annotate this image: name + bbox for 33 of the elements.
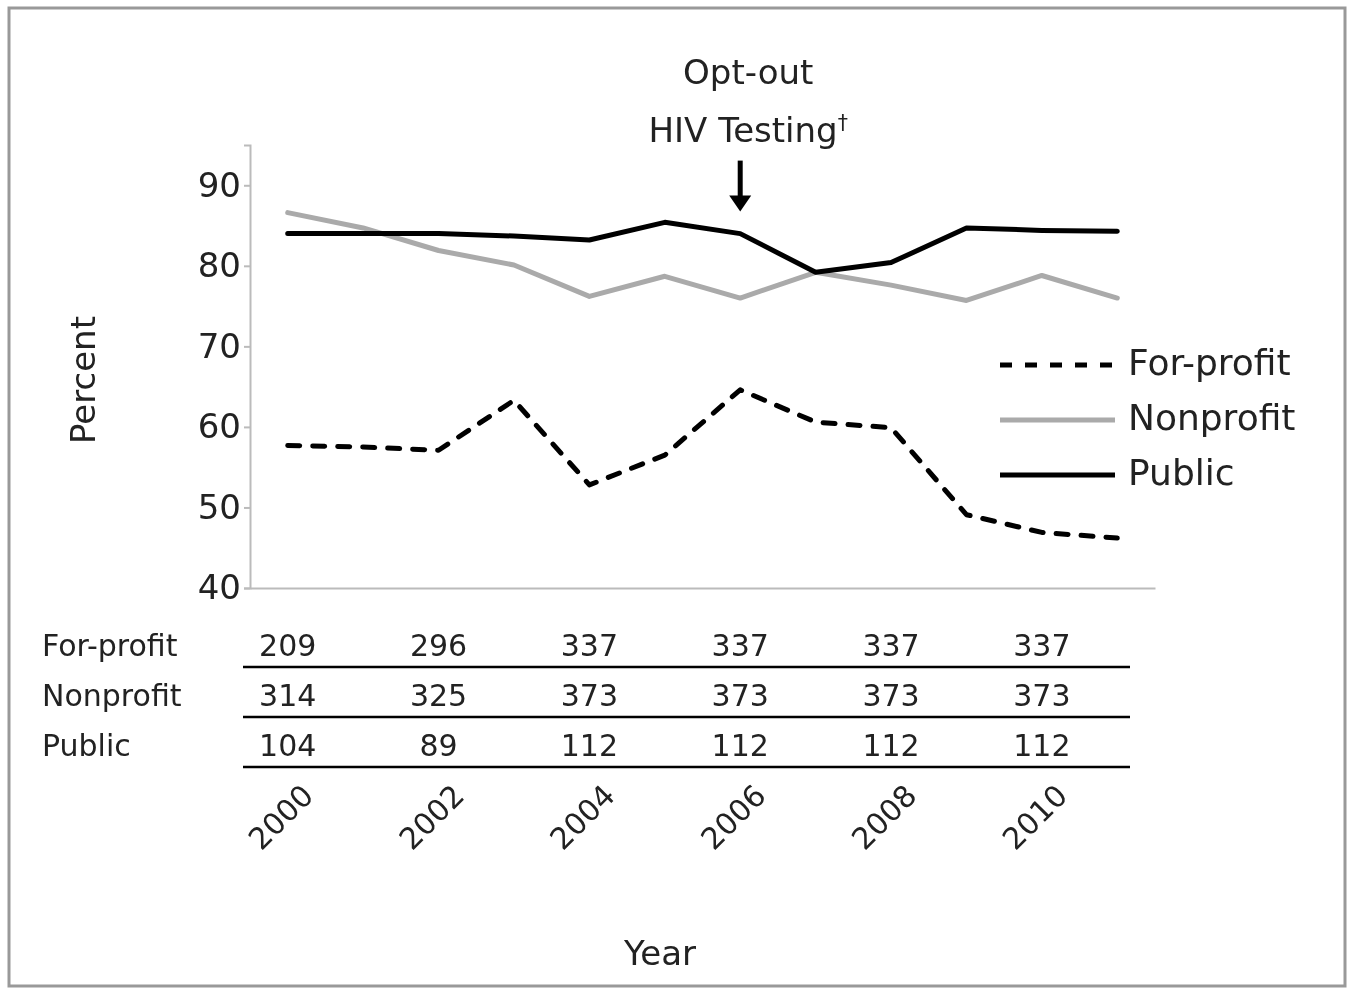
y-axis-title: Percent bbox=[62, 316, 103, 444]
legend-label: Nonprofit bbox=[1128, 397, 1296, 438]
text: 296 bbox=[409, 627, 468, 663]
text: Public bbox=[42, 727, 131, 763]
text: 89 bbox=[419, 727, 458, 763]
text: 337 bbox=[862, 627, 920, 663]
text: 325 bbox=[409, 677, 468, 713]
annotation: Opt-out HIV Testing$^{†}$ bbox=[648, 51, 848, 150]
legend-label: Public bbox=[1128, 452, 1235, 493]
text: For-profit bbox=[42, 627, 178, 663]
text: 373 bbox=[862, 677, 920, 713]
y-tick-label: 80 bbox=[197, 245, 241, 286]
text: 104 bbox=[259, 727, 317, 763]
text: 112 bbox=[560, 727, 619, 763]
legend-label: For-profit bbox=[1128, 342, 1291, 383]
y-tick-label: 60 bbox=[197, 406, 241, 447]
y-tick-label: 70 bbox=[197, 325, 241, 366]
text: 209 bbox=[259, 627, 317, 663]
text: 337 bbox=[1013, 627, 1071, 663]
text: 373 bbox=[560, 677, 619, 713]
text: 373 bbox=[711, 677, 769, 713]
text: 112 bbox=[1013, 727, 1071, 763]
text: 314 bbox=[259, 677, 317, 713]
text: Nonprofit bbox=[42, 677, 182, 713]
text: 112 bbox=[711, 727, 769, 763]
y-tick-label: 40 bbox=[197, 567, 241, 608]
x-axis-title: Year bbox=[623, 932, 697, 973]
y-tick-label: 90 bbox=[197, 164, 241, 205]
text: 337 bbox=[711, 627, 769, 663]
text: 337 bbox=[560, 627, 619, 663]
y-tick-label: 50 bbox=[197, 486, 241, 527]
text: 373 bbox=[1013, 677, 1071, 713]
text: 112 bbox=[862, 727, 920, 763]
